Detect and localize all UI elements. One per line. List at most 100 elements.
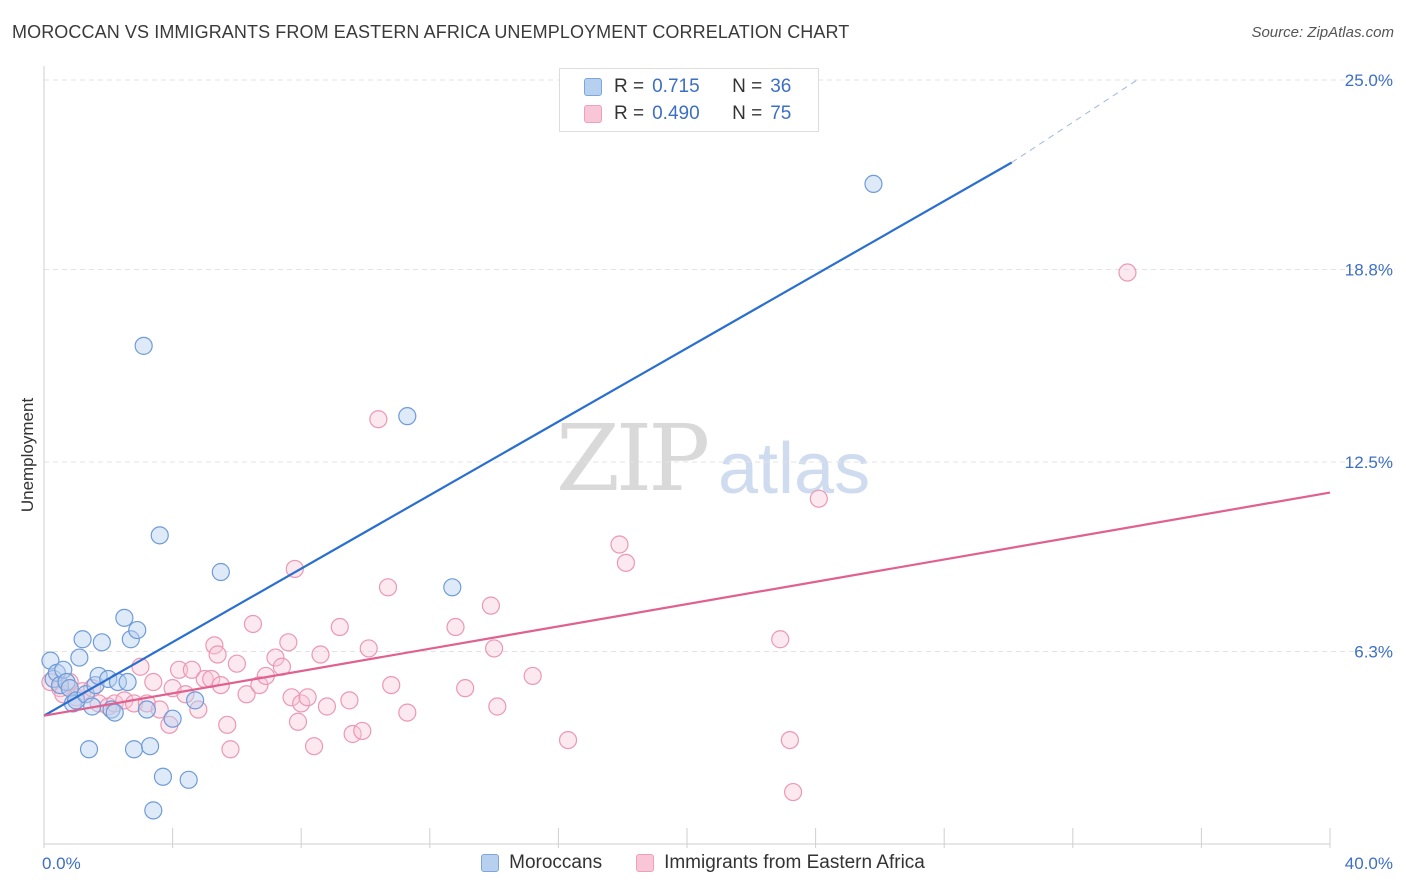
data-point-eastern-africa: [369, 410, 388, 429]
trend-line-eastern-africa: [43, 491, 1331, 717]
legend-r-label: R =: [614, 103, 645, 124]
legend-n-label: N =: [732, 76, 763, 97]
series-swatch-pink: [636, 854, 655, 872]
data-point-eastern-africa: [610, 535, 629, 554]
y-tick-label: 12.5%: [1345, 453, 1393, 472]
data-point-moroccans: [105, 703, 124, 722]
data-point-moroccans: [163, 709, 182, 728]
data-point-moroccans: [67, 691, 86, 710]
legend-n-value: 75: [770, 103, 792, 124]
trend-line-extension: [1011, 79, 1138, 163]
trend-line-moroccans: [43, 161, 1013, 717]
data-point-eastern-africa: [523, 666, 542, 686]
legend-n-label: N =: [732, 103, 763, 124]
data-point-moroccans: [115, 608, 134, 627]
y-tick-label: 25.0%: [1345, 71, 1393, 90]
data-point-eastern-africa: [340, 691, 359, 710]
data-point-moroccans: [79, 740, 99, 759]
watermark-atlas: atlas: [718, 429, 871, 509]
data-point-moroccans: [398, 407, 417, 426]
legend-swatch-blue: [584, 78, 602, 96]
data-point-moroccans: [211, 562, 230, 582]
data-point-eastern-africa: [208, 645, 227, 664]
correlation-legend: R = 0.715 N = 36 R = 0.490 N = 75: [559, 68, 819, 132]
data-point-eastern-africa: [227, 654, 246, 673]
data-point-moroccans: [128, 620, 147, 640]
data-point-eastern-africa: [446, 617, 465, 637]
data-point-eastern-africa: [783, 782, 803, 802]
legend-row-moroccans: R = 0.715 N = 36: [584, 75, 791, 99]
data-point-moroccans: [92, 633, 111, 652]
data-point-eastern-africa: [488, 697, 507, 716]
data-point-moroccans: [186, 691, 205, 710]
legend-n-value: 36: [770, 76, 792, 97]
series-legend-eastern-africa[interactable]: Immigrants from Eastern Africa: [636, 852, 925, 874]
data-point-moroccans: [140, 737, 160, 756]
data-point-eastern-africa: [221, 740, 240, 759]
data-point-eastern-africa: [266, 648, 285, 667]
data-point-moroccans: [121, 630, 140, 649]
chart-title: MOROCCAN VS IMMIGRANTS FROM EASTERN AFRI…: [12, 22, 850, 42]
data-point-eastern-africa: [250, 675, 269, 695]
data-point-moroccans: [73, 630, 92, 649]
data-point-moroccans: [864, 174, 883, 194]
data-point-eastern-africa: [780, 730, 799, 750]
data-point-moroccans: [443, 578, 462, 597]
data-point-eastern-africa: [398, 703, 417, 722]
watermark-zip: ZIP: [556, 405, 710, 512]
data-point-eastern-africa: [243, 614, 263, 634]
data-point-eastern-africa: [771, 630, 790, 649]
data-point-moroccans: [137, 700, 156, 719]
data-point-eastern-africa: [150, 700, 169, 719]
data-point-eastern-africa: [285, 559, 304, 579]
data-point-eastern-africa: [282, 688, 301, 707]
legend-row-eastern-africa: R = 0.490 N = 75: [584, 102, 791, 126]
data-point-moroccans: [144, 801, 163, 820]
data-point-eastern-africa: [378, 578, 398, 597]
series-legend-label: Moroccans: [509, 852, 603, 873]
data-point-eastern-africa: [456, 679, 475, 698]
series-legend: Moroccans Immigrants from Eastern Africa: [0, 852, 1406, 874]
data-point-eastern-africa: [182, 660, 201, 679]
data-point-moroccans: [153, 767, 173, 786]
data-point-eastern-africa: [311, 645, 330, 664]
source-label: Source: ZipAtlas.com: [1251, 24, 1394, 41]
data-point-eastern-africa: [218, 715, 237, 734]
y-tick-label: 6.3%: [1354, 642, 1393, 661]
data-point-moroccans: [124, 740, 144, 759]
data-point-eastern-africa: [558, 730, 578, 750]
series-legend-label: Immigrants from Eastern Africa: [664, 852, 925, 873]
data-point-eastern-africa: [353, 721, 372, 741]
data-point-moroccans: [134, 336, 153, 355]
data-point-eastern-africa: [288, 712, 308, 731]
data-point-eastern-africa: [616, 553, 636, 572]
x-tick-label: 0.0%: [42, 854, 81, 873]
data-point-eastern-africa: [279, 633, 298, 652]
data-point-eastern-africa: [1118, 263, 1137, 282]
series-swatch-blue: [481, 854, 500, 872]
data-point-eastern-africa: [237, 685, 256, 704]
data-point-moroccans: [70, 648, 89, 667]
data-point-eastern-africa: [809, 489, 828, 508]
data-point-eastern-africa: [169, 660, 189, 679]
data-point-eastern-africa: [359, 639, 378, 658]
data-point-moroccans: [179, 770, 198, 789]
legend-swatch-pink: [584, 105, 602, 123]
data-point-eastern-africa: [481, 596, 500, 615]
data-point-eastern-africa: [317, 697, 337, 716]
data-point-eastern-africa: [298, 688, 317, 707]
data-point-eastern-africa: [144, 672, 163, 692]
legend-r-label: R =: [614, 76, 645, 97]
data-point-moroccans: [150, 526, 169, 545]
data-point-eastern-africa: [485, 639, 504, 658]
series-legend-moroccans[interactable]: Moroccans: [481, 852, 602, 874]
y-tick-label: 18.8%: [1345, 260, 1393, 279]
data-point-eastern-africa: [330, 617, 349, 637]
data-point-eastern-africa: [304, 737, 324, 756]
data-point-moroccans: [118, 672, 137, 692]
legend-r-value: 0.490: [652, 103, 700, 124]
data-point-eastern-africa: [382, 675, 401, 695]
x-tick-label: 40.0%: [1345, 854, 1393, 873]
legend-r-value: 0.715: [652, 76, 700, 97]
